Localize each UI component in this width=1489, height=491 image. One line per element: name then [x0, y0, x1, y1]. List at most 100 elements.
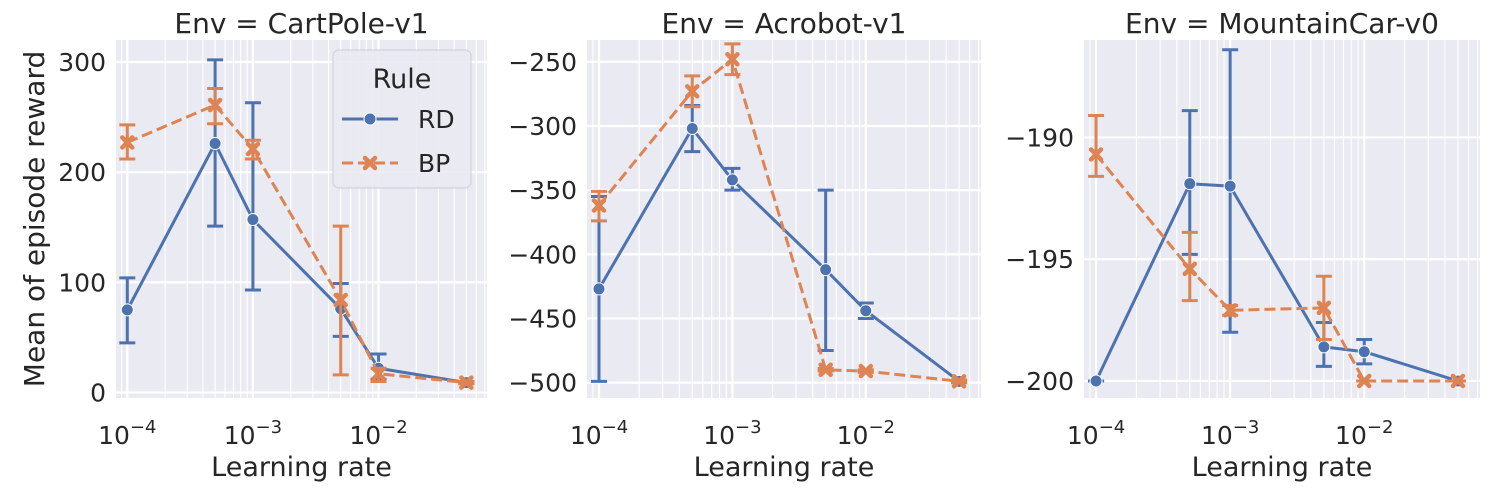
data-point: [1089, 374, 1103, 388]
series-line: [597, 57, 960, 383]
data-point: [685, 122, 699, 136]
y-tick-label: 0: [90, 378, 106, 407]
data-point: [333, 292, 348, 308]
error-bar: [1088, 113, 1105, 178]
x-tick-label: 10−4: [1067, 417, 1125, 450]
y-tick-label: −500: [508, 369, 577, 398]
data-point: [1317, 340, 1331, 354]
plot-background: [587, 40, 981, 398]
x-axis-label: Learning rate: [1192, 452, 1373, 483]
legend-box: [332, 49, 472, 189]
panel-title: Env = MountainCar-v0: [1125, 7, 1439, 40]
marker-stroke: [1088, 147, 1104, 162]
marker-stroke: [207, 97, 223, 113]
data-point: [120, 303, 134, 317]
x-tick-label: 10−2: [837, 417, 895, 450]
panel-title: Env = CartPole-v1: [174, 7, 428, 40]
data-point: [859, 304, 873, 318]
data-point: [1356, 373, 1372, 389]
data-point: [246, 213, 260, 227]
data-point: [245, 141, 261, 157]
marker-stroke: [725, 51, 740, 67]
x-tick-label: 10−3: [224, 417, 282, 450]
y-tick-label: −450: [508, 304, 577, 333]
panel-3: Env = MountainCar-v0 −200 −195 −190 10−4 10−3…: [1005, 7, 1480, 483]
data-point: [1088, 147, 1104, 162]
x-axis-label: Learning rate: [211, 452, 392, 483]
marker-stroke: [333, 292, 348, 308]
data-point: [951, 374, 967, 389]
y-tick-label: 200: [58, 158, 106, 187]
data-point: [1222, 303, 1238, 318]
legend-entry-BP: BP: [342, 149, 450, 178]
data-point: [819, 263, 833, 277]
marker-stroke: [684, 84, 700, 99]
marker-stroke: [120, 135, 135, 150]
data-point: [1223, 179, 1237, 193]
data-point: [208, 137, 222, 151]
marker-stroke: [951, 374, 967, 389]
marker-stroke: [591, 198, 607, 213]
data-point: [1183, 177, 1197, 191]
grid: [587, 40, 981, 398]
data-point: [725, 173, 739, 187]
data-point: [684, 84, 700, 99]
panel-2: Env = Acrobot-v1 −500 −450 −400 −350 −300 −250…: [508, 7, 981, 483]
data-point: [1316, 300, 1332, 316]
y-tick-label: −350: [508, 176, 577, 205]
series-line: [125, 142, 467, 385]
marker-stroke: [1356, 373, 1372, 389]
legend-label: BP: [418, 149, 450, 178]
panel-1: Env = CartPole-v1 0 100 200 300 10−4 10−3 10−2L…: [58, 7, 487, 483]
data-point: [459, 375, 474, 390]
x-tick-label: 10−3: [703, 417, 761, 450]
y-tick-label: −300: [508, 112, 577, 141]
data-point: [371, 366, 386, 382]
data-point: [858, 363, 874, 379]
marker-stroke: [371, 366, 386, 382]
data-point: [592, 282, 606, 296]
data-point: [818, 362, 833, 378]
marker-stroke: [459, 375, 474, 390]
y-axis-label: Mean of episode reward: [18, 51, 51, 387]
x-tick-label: 10−3: [1201, 417, 1259, 450]
error-bar: [244, 101, 261, 292]
x-tick-label: 10−4: [570, 417, 628, 450]
marker-stroke: [858, 363, 874, 379]
marker-stroke: [818, 362, 833, 378]
series-RD: [590, 103, 968, 388]
marker-stroke: [1450, 373, 1466, 389]
x-tick-label: 10−2: [349, 417, 407, 450]
series-BP: [590, 42, 968, 389]
data-point: [120, 135, 135, 150]
legend-label: RD: [418, 105, 455, 134]
marker-stroke: [1222, 303, 1238, 318]
series-BP: [1088, 113, 1466, 389]
y-tick-label: −195: [1005, 245, 1074, 274]
data-point: [725, 51, 740, 67]
data-point: [1450, 373, 1466, 389]
legend-entry-RD: RD: [342, 105, 455, 134]
data-point: [591, 198, 607, 213]
series-line: [597, 127, 961, 383]
plot-background: [1084, 40, 1480, 398]
marker-stroke: [245, 141, 261, 157]
y-tick-label: −190: [1005, 123, 1074, 152]
data-point: [1182, 261, 1198, 277]
data-point: [207, 97, 223, 113]
marker-stroke: [1182, 261, 1198, 277]
marker-stroke: [1316, 300, 1332, 316]
x-tick-label: 10−2: [1335, 417, 1393, 450]
y-tick-label: −400: [508, 240, 577, 269]
y-tick-label: 300: [58, 48, 106, 77]
series-line: [126, 103, 467, 385]
legend-marker: [363, 112, 377, 126]
y-tick-label: −250: [508, 48, 577, 77]
x-tick-label: 10−4: [98, 417, 156, 450]
legend-marker-stroke: [362, 155, 378, 171]
series-line: [1094, 182, 1459, 383]
y-tick-label: 100: [58, 268, 106, 297]
grid: [116, 40, 487, 398]
x-axis-label: Learning rate: [694, 452, 875, 483]
